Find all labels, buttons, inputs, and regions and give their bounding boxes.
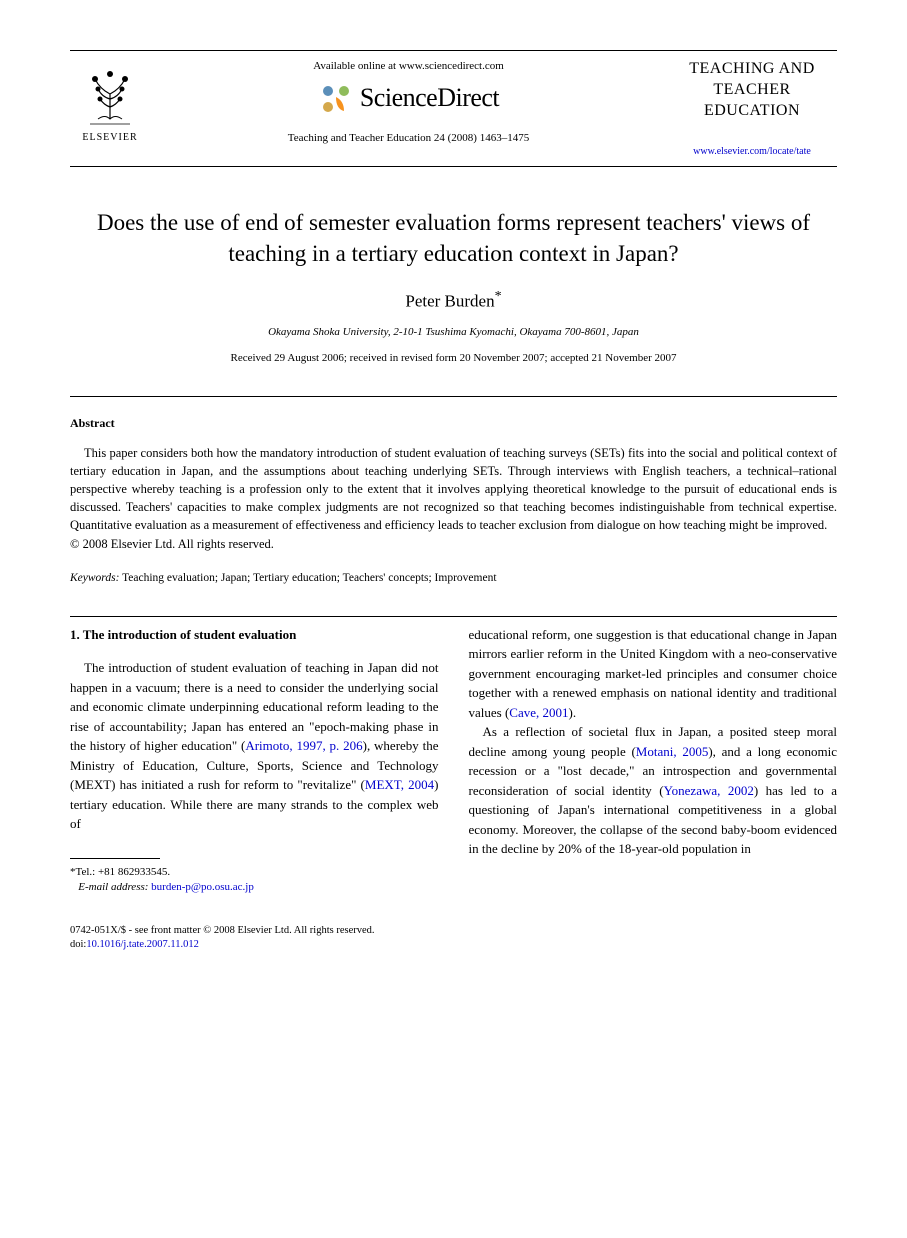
citation-line: Teaching and Teacher Education 24 (2008)…	[170, 131, 647, 146]
author-affiliation: Okayama Shoka University, 2-10-1 Tsushim…	[70, 325, 837, 340]
citation-link[interactable]: MEXT, 2004	[365, 777, 434, 792]
abstract-copyright: © 2008 Elsevier Ltd. All rights reserved…	[70, 536, 837, 554]
body-paragraph: educational reform, one suggestion is th…	[469, 625, 838, 723]
article-title: Does the use of end of semester evaluati…	[70, 207, 837, 269]
abstract-label: Abstract	[70, 415, 837, 432]
column-right: educational reform, one suggestion is th…	[469, 625, 838, 896]
corresponding-footnote: *Tel.: +81 862933545. E-mail address: bu…	[70, 865, 439, 896]
corresponding-author-mark: *	[495, 289, 502, 304]
keywords-text: Teaching evaluation; Japan; Tertiary edu…	[119, 572, 496, 584]
author-email-link[interactable]: burden-p@po.osu.ac.jp	[151, 881, 254, 893]
publisher-block: ELSEVIER	[70, 59, 150, 145]
citation-link[interactable]: Motani, 2005	[636, 744, 709, 759]
keywords-line: Keywords: Teaching evaluation; Japan; Te…	[70, 570, 837, 586]
footnote-separator	[70, 858, 160, 859]
footer-copyright: 0742-051X/$ - see front matter © 2008 El…	[70, 924, 837, 938]
column-left: 1. The introduction of student evaluatio…	[70, 625, 439, 896]
journal-header: ELSEVIER Available online at www.science…	[70, 50, 837, 167]
header-center: Available online at www.sciencedirect.co…	[150, 59, 667, 146]
section-heading: 1. The introduction of student evaluatio…	[70, 625, 439, 645]
citation-link[interactable]: Arimoto, 1997, p. 206	[245, 738, 362, 753]
body-columns: 1. The introduction of student evaluatio…	[70, 625, 837, 896]
journal-block: TEACHING AND TEACHER EDUCATION www.elsev…	[667, 59, 837, 160]
sciencedirect-text: ScienceDirect	[360, 80, 499, 116]
divider	[70, 396, 837, 397]
sciencedirect-brand: ScienceDirect	[170, 80, 647, 116]
abstract-section: Abstract This paper considers both how t…	[70, 415, 837, 554]
abstract-text: This paper considers both how the mandat…	[70, 444, 837, 535]
body-paragraph: The introduction of student evaluation o…	[70, 658, 439, 834]
citation-link[interactable]: Cave, 2001	[509, 705, 568, 720]
article-dates: Received 29 August 2006; received in rev…	[70, 351, 837, 366]
journal-homepage-link[interactable]: www.elsevier.com/locate/tate	[693, 146, 811, 157]
available-online-text: Available online at www.sciencedirect.co…	[170, 59, 647, 74]
page-footer: 0742-051X/$ - see front matter © 2008 El…	[70, 924, 837, 952]
divider	[70, 616, 837, 617]
journal-name: TEACHING AND TEACHER EDUCATION	[667, 59, 837, 121]
citation-link[interactable]: Yonezawa, 2002	[664, 783, 754, 798]
doi-link[interactable]: 10.1016/j.tate.2007.11.012	[86, 939, 198, 950]
elsevier-tree-logo	[80, 59, 140, 129]
sciencedirect-icon	[318, 81, 354, 117]
keywords-label: Keywords:	[70, 572, 119, 584]
publisher-name: ELSEVIER	[82, 131, 137, 145]
footnote-tel: +81 862933545.	[98, 866, 170, 878]
author-name: Peter Burden*	[70, 287, 837, 313]
author-text: Peter Burden	[405, 291, 494, 310]
footer-doi-line: doi:10.1016/j.tate.2007.11.012	[70, 938, 837, 952]
footnote-tel-label: *Tel.:	[70, 866, 98, 878]
body-paragraph: As a reflection of societal flux in Japa…	[469, 722, 838, 859]
footnote-email-label: E-mail address:	[78, 881, 148, 893]
